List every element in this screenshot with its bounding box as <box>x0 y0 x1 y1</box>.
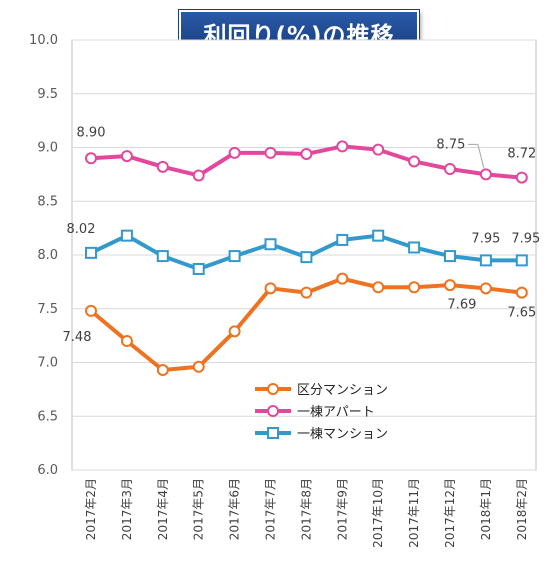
data-point <box>408 155 421 168</box>
legend-marker <box>267 405 279 417</box>
data-point <box>85 246 97 259</box>
data-point <box>408 281 421 294</box>
data-point <box>85 304 97 317</box>
data-label: 7.48 <box>63 330 92 345</box>
x-tick-label: 2017年4月 <box>156 478 170 540</box>
y-tick-label: 8.5 <box>37 194 58 209</box>
x-tick-label: 2017年8月 <box>299 478 313 540</box>
data-point <box>264 238 277 251</box>
data-point <box>372 229 385 242</box>
x-tick-label: 2017年9月 <box>335 478 349 540</box>
y-tick-label: 7.5 <box>37 302 58 317</box>
leader-line <box>467 143 485 169</box>
legend-marker <box>267 427 279 439</box>
data-label: 8.75 <box>436 137 465 152</box>
data-point <box>192 262 205 275</box>
data-point <box>300 251 313 264</box>
data-point <box>336 140 349 153</box>
data-point <box>228 250 241 263</box>
data-point <box>408 241 421 254</box>
y-tick-label: 10.0 <box>29 33 58 48</box>
x-tick-label: 2018年2月 <box>515 478 529 540</box>
data-point <box>228 146 241 159</box>
data-point <box>192 360 205 373</box>
x-tick-label: 2017年6月 <box>228 478 242 540</box>
data-point <box>120 229 133 242</box>
x-tick-label: 2017年3月 <box>120 478 134 540</box>
y-tick-label: 6.5 <box>37 409 58 424</box>
data-point <box>515 254 528 267</box>
data-point <box>192 169 205 182</box>
data-point <box>372 281 385 294</box>
data-point <box>120 150 133 163</box>
data-point <box>336 272 349 285</box>
data-point <box>479 282 492 295</box>
data-point <box>444 163 456 175</box>
data-label: 7.95 <box>471 231 500 246</box>
y-tick-label: 9.5 <box>37 87 58 102</box>
data-point <box>479 168 492 181</box>
data-point <box>515 171 528 184</box>
data-label: 8.90 <box>77 125 106 140</box>
data-label: 7.65 <box>507 306 536 321</box>
data-point <box>300 286 313 299</box>
legend-label: 一棟マンション <box>297 427 388 442</box>
data-point <box>120 335 133 347</box>
y-tick-label: 9.0 <box>37 141 58 156</box>
data-point <box>372 143 385 156</box>
data-point <box>264 282 277 295</box>
x-tick-label: 2017年5月 <box>192 478 206 540</box>
data-point <box>85 152 97 165</box>
data-point <box>515 286 528 299</box>
data-point <box>228 325 241 338</box>
legend-label: 区分マンション <box>297 383 388 398</box>
legend-label: 一棟アパート <box>297 405 375 420</box>
data-point <box>444 250 456 263</box>
legend-marker <box>267 383 279 395</box>
data-point <box>300 147 313 160</box>
data-label: 7.69 <box>447 297 476 312</box>
data-label: 8.72 <box>507 147 536 162</box>
data-label: 7.95 <box>511 231 540 246</box>
data-point <box>264 146 277 159</box>
y-tick-label: 8.0 <box>37 248 58 263</box>
x-tick-label: 2017年10月 <box>371 478 385 548</box>
data-point <box>156 364 169 377</box>
data-point <box>156 160 169 173</box>
data-point <box>336 233 349 246</box>
x-tick-label: 2017年11月 <box>407 478 421 548</box>
x-tick-label: 2017年12月 <box>443 478 457 548</box>
data-point <box>479 254 492 267</box>
data-point <box>156 250 169 263</box>
y-tick-label: 6.0 <box>37 463 58 478</box>
data-point <box>444 279 456 292</box>
data-label: 8.02 <box>67 222 96 237</box>
x-tick-label: 2018年1月 <box>479 478 493 540</box>
x-tick-label: 2017年2月 <box>84 478 98 540</box>
x-tick-label: 2017年7月 <box>264 478 278 540</box>
y-tick-label: 7.0 <box>37 356 58 371</box>
